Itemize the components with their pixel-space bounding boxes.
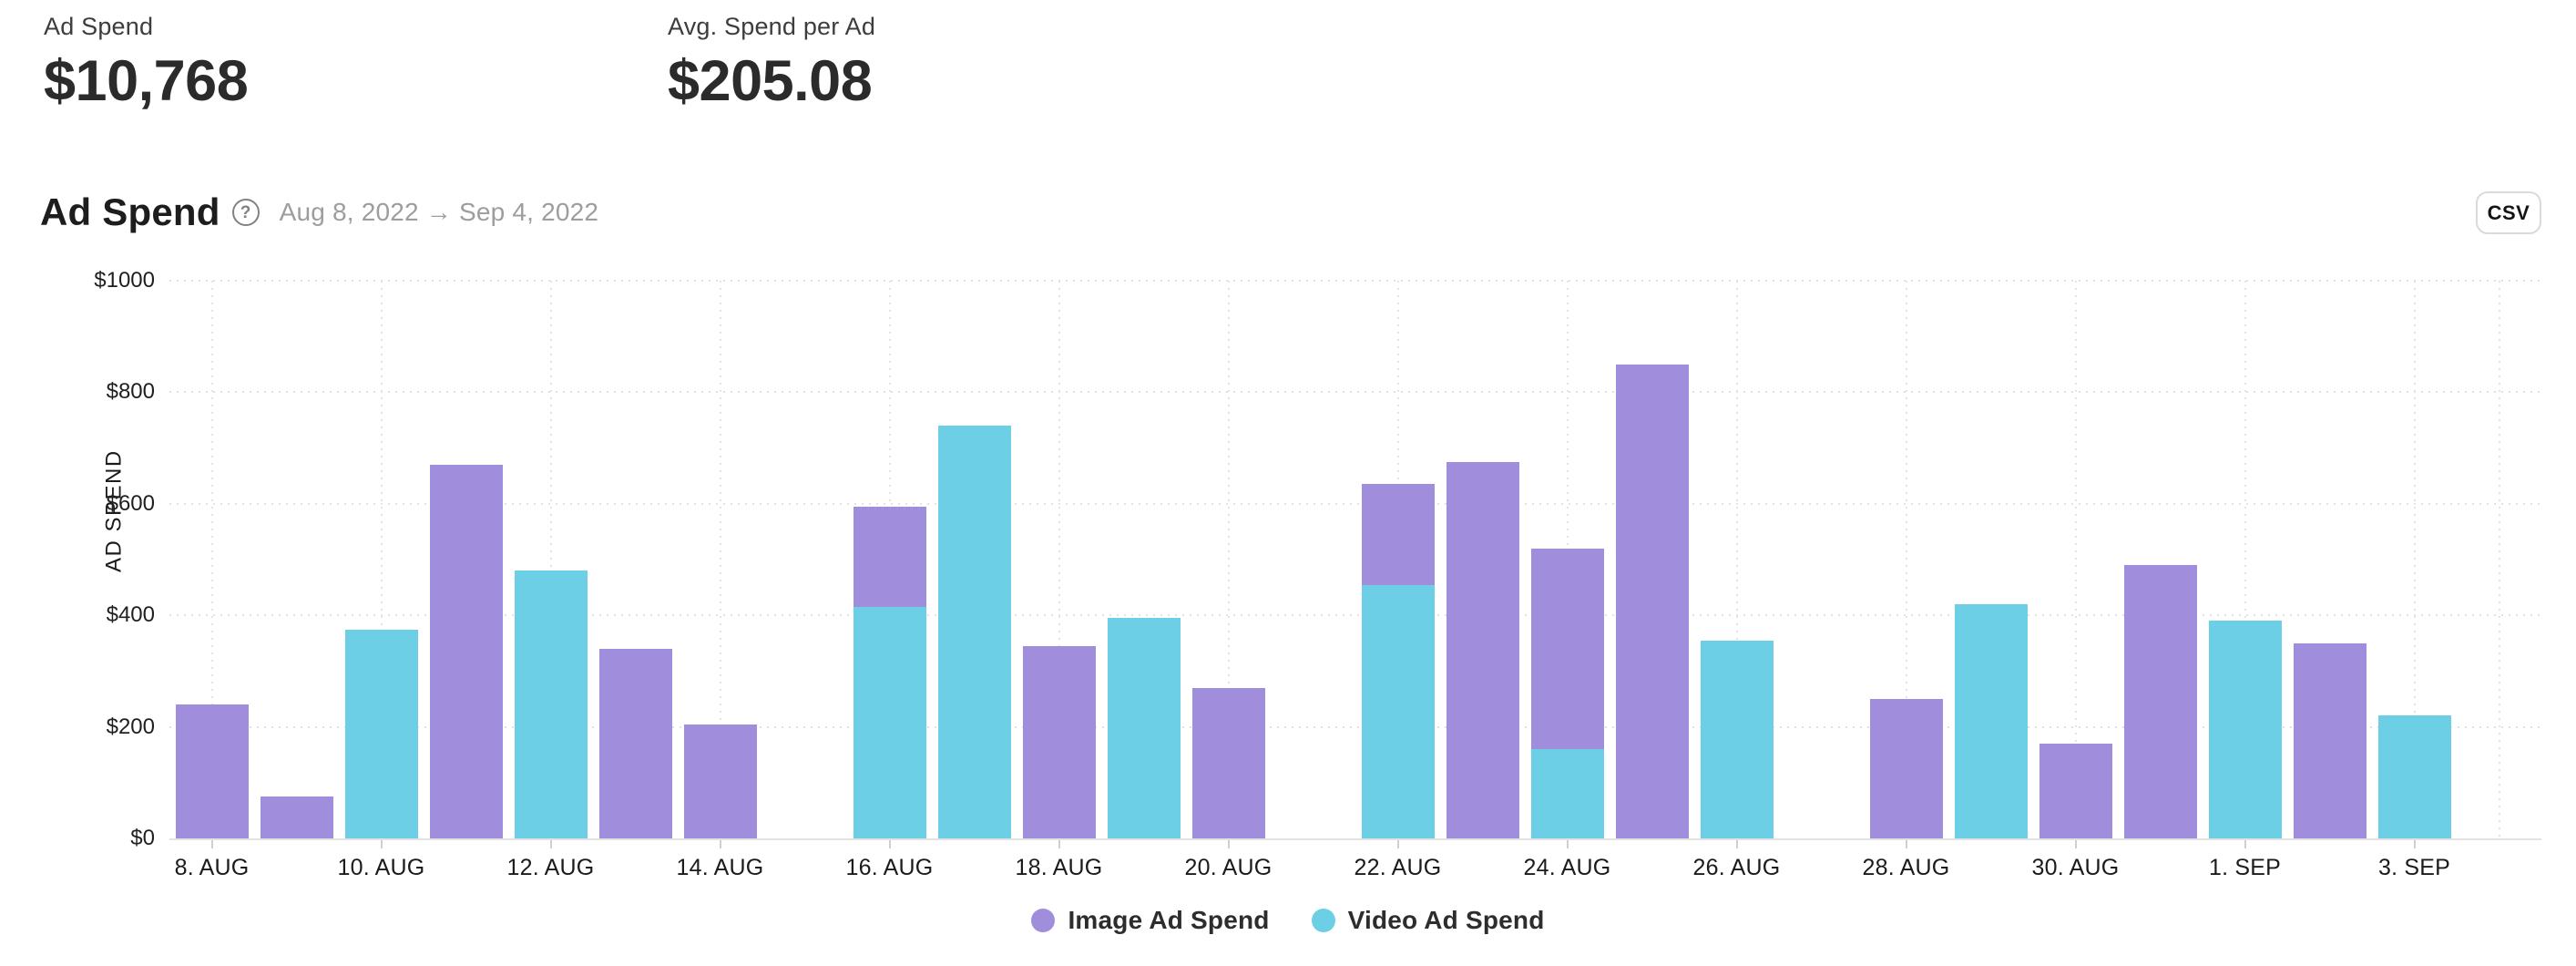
- bar-aug-18-image[interactable]: [1022, 645, 1096, 838]
- bar-aug-31-image[interactable]: [2123, 565, 2197, 838]
- x-tick-label-16-aug: 16. AUG: [845, 855, 934, 880]
- csv-export-button[interactable]: CSV: [2476, 191, 2541, 234]
- v-gridline-sep-4: [2498, 281, 2500, 838]
- x-tick-30-aug: [2074, 840, 2077, 848]
- v-gridline-sep-3: [2413, 281, 2416, 838]
- v-gridline-aug-14: [719, 281, 721, 838]
- x-tick-label-24-aug: 24. AUG: [1523, 855, 1611, 880]
- legend-dot-image: [1031, 909, 1056, 932]
- stat-avg-spend-per-ad: Avg. Spend per Ad $205.08: [668, 13, 875, 114]
- bar-sep-1-video[interactable]: [2208, 621, 2282, 838]
- legend-label: Video Ad Spend: [1347, 906, 1545, 934]
- y-tick-label-1000: $1000: [94, 268, 155, 293]
- stat-ad-spend: Ad Spend $10,768: [44, 13, 249, 114]
- v-gridline-aug-8: [210, 281, 213, 838]
- v-gridline-aug-12: [549, 281, 552, 838]
- x-tick-label-28-aug: 28. AUG: [1862, 855, 1950, 880]
- h-gridline-1000: [169, 280, 2541, 282]
- x-tick-label-26-aug: 26. AUG: [1692, 855, 1781, 880]
- bar-aug-16-video[interactable]: [853, 607, 926, 838]
- x-tick-18-aug: [1058, 840, 1060, 848]
- x-tick-label-12-aug: 12. AUG: [506, 855, 595, 880]
- legend-item-image-ad-spend[interactable]: Image Ad Spend: [1031, 906, 1269, 935]
- x-tick-26-aug: [1735, 840, 1738, 848]
- bar-aug-9-image[interactable]: [260, 796, 333, 838]
- chart-legend: Image Ad Spend Video Ad Spend: [0, 906, 2576, 935]
- bar-aug-8-image[interactable]: [175, 704, 249, 838]
- y-tick-label-400: $400: [106, 602, 155, 628]
- x-axis-line: [169, 838, 2541, 840]
- h-gridline-800: [169, 391, 2541, 394]
- bar-aug-29-video[interactable]: [1954, 603, 2028, 838]
- h-gridline-200: [169, 725, 2541, 728]
- stat-ad-spend-value: $10,768: [44, 49, 249, 113]
- x-tick-label-20-aug: 20. AUG: [1184, 855, 1273, 880]
- bar-aug-24-video[interactable]: [1530, 749, 1604, 838]
- bar-aug-13-image[interactable]: [598, 648, 672, 838]
- bar-aug-12-video[interactable]: [514, 570, 588, 838]
- x-tick-14-aug: [719, 840, 721, 848]
- bar-aug-23-image[interactable]: [1446, 461, 1519, 838]
- x-tick-label-3-sep: 3. SEP: [2377, 855, 2451, 880]
- bar-aug-19-video[interactable]: [1107, 618, 1181, 838]
- x-tick-16-aug: [888, 840, 891, 848]
- bar-aug-25-image[interactable]: [1615, 364, 1689, 838]
- v-gridline-aug-10: [380, 281, 383, 838]
- bar-aug-26-video[interactable]: [1700, 640, 1774, 838]
- x-tick-12-aug: [549, 840, 552, 848]
- bar-aug-28-image[interactable]: [1869, 699, 1943, 838]
- x-tick-label-10-aug: 10. AUG: [337, 855, 425, 880]
- stat-avg-spend-per-ad-value: $205.08: [668, 49, 873, 113]
- v-gridline-aug-30: [2074, 281, 2077, 838]
- bar-aug-17-video[interactable]: [937, 426, 1011, 838]
- chart-title: Ad Spend: [40, 190, 220, 233]
- x-tick-label-1-sep: 1. SEP: [2208, 855, 2282, 880]
- x-tick-24-aug: [1566, 840, 1569, 848]
- date-range: Aug 8, 2022 → Sep 4, 2022: [279, 198, 599, 226]
- bar-aug-24-image[interactable]: [1530, 548, 1604, 750]
- x-tick-label-22-aug: 22. AUG: [1354, 855, 1442, 880]
- bar-aug-16-image[interactable]: [853, 506, 926, 608]
- x-tick-3-sep: [2413, 840, 2416, 848]
- chart-header: Ad Spend ? Aug 8, 2022 → Sep 4, 2022: [40, 187, 598, 238]
- bar-sep-3-video[interactable]: [2377, 715, 2451, 838]
- x-tick-label-30-aug: 30. AUG: [2031, 855, 2120, 880]
- h-gridline-400: [169, 614, 2541, 617]
- legend-dot-video: [1311, 909, 1335, 932]
- help-icon[interactable]: ?: [231, 199, 260, 226]
- y-tick-label-200: $200: [106, 714, 155, 739]
- v-gridline-aug-26: [1735, 281, 1738, 838]
- x-tick-20-aug: [1227, 840, 1230, 848]
- x-tick-label-18-aug: 18. AUG: [1015, 855, 1103, 880]
- bar-aug-22-video[interactable]: [1361, 584, 1435, 838]
- bar-aug-20-image[interactable]: [1191, 687, 1265, 838]
- y-tick-label-600: $600: [106, 490, 155, 516]
- h-gridline-600: [169, 502, 2541, 505]
- v-gridline-aug-18: [1058, 281, 1060, 838]
- x-tick-22-aug: [1396, 840, 1399, 848]
- x-tick-label-8-aug: 8. AUG: [174, 855, 250, 880]
- x-tick-1-sep: [2244, 840, 2246, 848]
- legend-item-video-ad-spend[interactable]: Video Ad Spend: [1311, 906, 1545, 935]
- stat-avg-spend-per-ad-label: Avg. Spend per Ad: [668, 13, 876, 40]
- v-gridline-sep-1: [2244, 281, 2246, 838]
- v-gridline-aug-20: [1227, 281, 1230, 838]
- bar-sep-2-image[interactable]: [2293, 642, 2366, 838]
- v-gridline-aug-28: [1905, 281, 1907, 838]
- stat-ad-spend-label: Ad Spend: [44, 13, 154, 40]
- bar-aug-22-image[interactable]: [1361, 484, 1435, 585]
- bar-aug-30-image[interactable]: [2039, 743, 2112, 838]
- x-tick-10-aug: [380, 840, 383, 848]
- y-tick-label-0: $0: [130, 826, 155, 850]
- x-tick-28-aug: [1905, 840, 1907, 848]
- bar-aug-11-image[interactable]: [429, 464, 503, 838]
- legend-label: Image Ad Spend: [1068, 906, 1270, 934]
- bar-aug-14-image[interactable]: [683, 724, 757, 838]
- x-tick-label-14-aug: 14. AUG: [676, 855, 764, 880]
- x-tick-8-aug: [210, 840, 213, 848]
- bar-aug-10-video[interactable]: [344, 629, 418, 838]
- y-tick-label-800: $800: [106, 379, 155, 405]
